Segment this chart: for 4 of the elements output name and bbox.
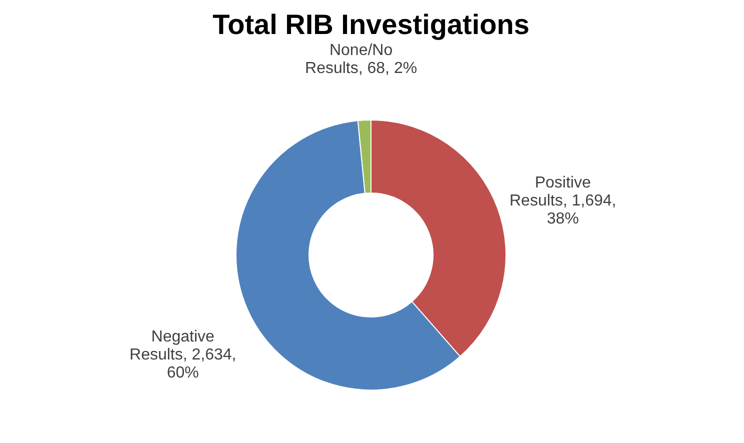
slice-label: Negative Results, 2,634, 60%: [130, 328, 236, 382]
slice-label: Positive Results, 1,694, 38%: [509, 174, 616, 228]
slice-label: None/No Results, 68, 2%: [305, 42, 418, 78]
chart-title: Total RIB Investigations: [212, 9, 530, 40]
